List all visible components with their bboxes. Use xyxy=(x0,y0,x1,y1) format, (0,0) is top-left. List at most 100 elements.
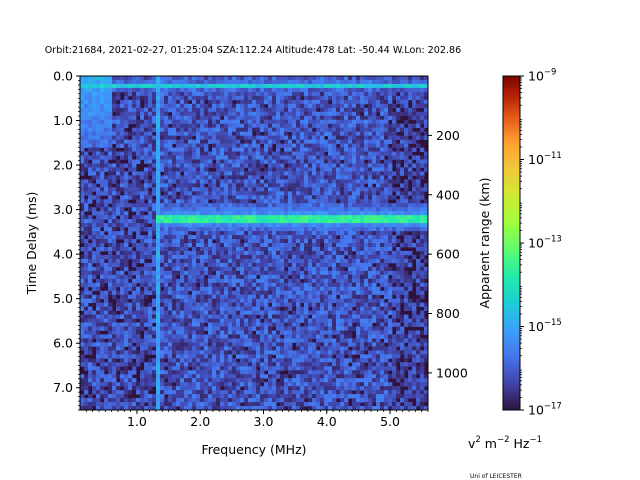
heat-cell xyxy=(156,215,161,220)
heat-cell xyxy=(108,270,113,276)
heat-cell xyxy=(100,390,105,395)
heat-cell xyxy=(288,382,293,387)
heat-cell xyxy=(96,83,101,89)
heat-cell xyxy=(324,314,329,319)
heat-cell xyxy=(180,366,185,371)
heat-cell xyxy=(288,179,293,184)
heat-cell xyxy=(232,346,237,351)
heat-cell xyxy=(272,219,277,224)
heat-cell xyxy=(184,127,189,133)
heat-cell xyxy=(304,167,309,172)
heat-cell xyxy=(128,223,133,228)
heat-cell xyxy=(200,183,205,188)
heat-cell xyxy=(328,306,333,311)
heat-cell xyxy=(204,358,209,363)
heat-cell xyxy=(292,191,297,196)
heat-cell xyxy=(284,386,289,391)
heat-cell xyxy=(176,302,181,308)
heat-cell xyxy=(276,159,281,164)
heat-cell xyxy=(120,235,125,240)
heat-cell xyxy=(240,211,245,216)
heat-cell xyxy=(312,171,317,176)
heat-cell xyxy=(300,83,305,89)
heat-cell xyxy=(144,398,149,403)
heat-cell xyxy=(180,243,185,248)
heat-cell xyxy=(240,243,245,248)
heat-cell xyxy=(244,390,249,395)
heat-cell xyxy=(312,211,317,216)
heat-cell xyxy=(240,171,245,176)
heat-cell xyxy=(88,143,93,148)
heat-cell xyxy=(324,390,329,395)
heat-cell xyxy=(204,302,209,308)
heat-cell xyxy=(228,243,233,248)
heat-cell xyxy=(256,127,261,133)
heat-cell xyxy=(148,76,153,81)
heat-cell xyxy=(188,167,193,172)
heat-cell xyxy=(328,243,333,248)
heat-cell xyxy=(144,243,149,248)
heat-cell xyxy=(84,374,89,379)
heat-cell xyxy=(96,258,101,264)
heat-cell xyxy=(216,374,221,379)
heat-cell xyxy=(144,227,149,232)
heat-cell xyxy=(160,282,165,288)
heat-cell xyxy=(184,278,189,284)
heat-cell xyxy=(308,286,313,292)
heat-cell xyxy=(116,115,121,121)
heat-cell xyxy=(148,286,153,292)
heat-cell xyxy=(304,203,309,208)
heat-cell xyxy=(288,203,293,208)
heat-cell xyxy=(184,119,189,125)
heat-cell xyxy=(196,83,201,89)
heat-cell xyxy=(112,290,117,296)
heat-cell xyxy=(108,99,113,105)
heat-cell xyxy=(236,326,241,331)
heat-cell xyxy=(144,143,149,148)
heat-cell xyxy=(256,406,261,411)
heat-cell xyxy=(284,342,289,347)
heat-cell xyxy=(192,175,197,180)
heat-cell xyxy=(120,310,125,315)
heat-cell xyxy=(232,274,237,280)
heat-cell xyxy=(216,306,221,311)
heat-cell xyxy=(200,374,205,379)
heat-cell xyxy=(124,99,129,105)
heat-cell xyxy=(256,107,261,113)
heat-cell xyxy=(228,171,233,176)
heat-cell xyxy=(172,406,177,411)
heat-cell xyxy=(172,386,177,391)
heat-cell xyxy=(132,79,137,85)
heat-cell xyxy=(300,191,305,196)
heat-cell xyxy=(280,326,285,331)
heat-cell xyxy=(100,334,105,339)
heat-cell xyxy=(112,239,117,244)
heat-cell xyxy=(316,342,321,347)
heat-cell xyxy=(256,354,261,359)
heat-cell xyxy=(224,215,229,220)
heat-cell xyxy=(296,258,301,264)
heat-cell xyxy=(204,79,209,85)
heat-cell xyxy=(328,199,333,204)
heat-cell xyxy=(84,278,89,284)
heat-cell xyxy=(252,314,257,319)
heat-cell xyxy=(220,290,225,296)
heat-cell xyxy=(84,390,89,395)
heat-cell xyxy=(308,143,313,148)
heat-cell xyxy=(228,382,233,387)
heat-cell xyxy=(296,374,301,379)
heat-cell xyxy=(256,358,261,363)
heat-cell xyxy=(184,171,189,176)
heat-cell xyxy=(216,330,221,335)
heat-cell xyxy=(252,227,257,232)
heat-cell xyxy=(84,135,89,141)
heat-cell xyxy=(116,302,121,308)
heat-cell xyxy=(308,390,313,395)
heat-cell xyxy=(196,95,201,101)
heat-cell xyxy=(88,107,93,113)
heat-cell xyxy=(328,115,333,121)
heat-cell xyxy=(304,290,309,296)
heat-cell xyxy=(160,203,165,208)
heat-cell xyxy=(272,91,277,97)
heat-cell xyxy=(116,402,121,407)
